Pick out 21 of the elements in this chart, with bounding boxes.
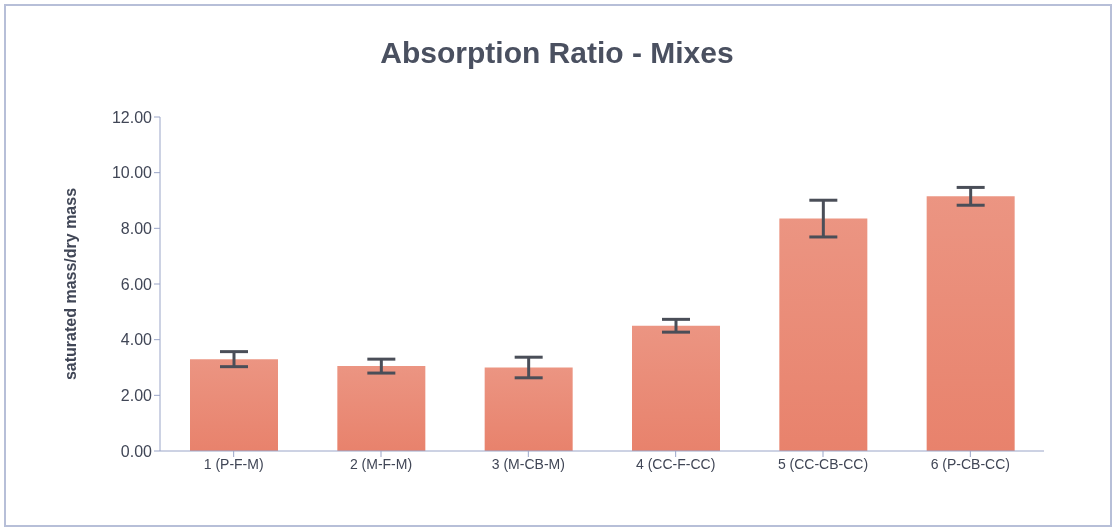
bar [926,196,1015,451]
bar [632,325,720,451]
y-tick-label: 8.00 [120,220,153,238]
x-tick-label: 4 (CC-F-CC) [636,455,716,472]
y-tick-label: 2.00 [120,387,153,405]
bar [337,366,426,451]
x-tick-label: 6 (P-CB-CC) [930,455,1011,472]
y-axis-title: saturated mass/dry mass [61,187,79,381]
y-tick-label: 0.00 [120,442,153,460]
y-tick-label: 10.00 [111,164,153,182]
bar [484,367,573,451]
bar [190,359,278,451]
y-tick-label: 12.00 [111,108,153,126]
x-tick-label: 5 (CC-CB-CC) [777,455,869,472]
y-tick-label: 6.00 [120,275,153,293]
y-tick-label: 4.00 [120,331,153,349]
x-tick-label: 2 (M-F-M) [349,455,413,472]
chart-title: Absorption Ratio - Mixes [379,36,735,70]
bar [779,218,868,451]
x-tick-label: 3 (M-CB-M) [491,455,565,472]
x-tick-label: 1 (P-F-M) [203,455,264,472]
